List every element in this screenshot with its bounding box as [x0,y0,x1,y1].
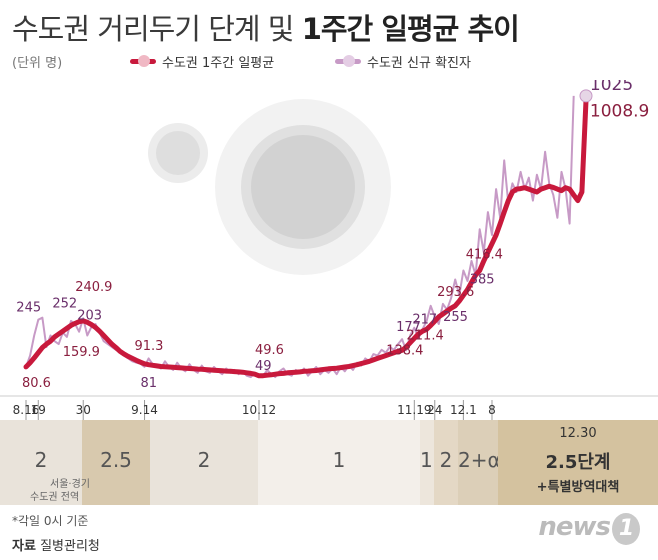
point-label-416_4: 416.4 [466,248,503,263]
stage-note-capital: 수도권 전역 [30,492,80,503]
point-label-1025: 1025 [590,80,633,95]
point-label-217: 217 [412,313,437,328]
point-label-138_4: 138.4 [386,343,423,358]
stage-label: 2 [197,448,211,472]
point-label-49: 49 [255,359,272,374]
unit-label: (단위 명) [12,56,63,71]
title-part1: 수도권 거리두기 단계 및 [12,12,302,46]
stage-label: 2+α [458,448,501,472]
legend-daily: 수도권 신규 확진자 [335,52,471,71]
source-line: 자료 질병관리청 [12,535,100,554]
x-tick-label: 24 [427,403,442,417]
x-tick-label: 12.1 [450,403,477,417]
point-label-159_9: 159.9 [63,345,100,360]
stage-note-seoul: 서울·경기 [50,479,90,490]
x-tick-label: 30 [76,403,91,417]
point-label-255: 255 [443,310,468,325]
stage-label: 2.5단계 [545,452,611,473]
point-label-81: 81 [141,376,158,391]
point-label-80_6: 80.6 [22,376,51,391]
x-tick-label: 19 [31,403,46,417]
point-label-211_4: 211.4 [407,328,444,343]
stage-5: 2 [434,420,458,505]
news1-logo: news 1 [538,512,640,545]
point-label-293_6: 293.6 [437,285,474,300]
legend-avg-swatch [130,55,156,67]
source-value: 질병관리청 [40,539,100,554]
stage-label: 2 [34,448,48,472]
logo-mark: 1 [612,513,640,545]
source-label: 자료 [12,539,36,554]
stage-4: 1.5 [420,420,452,505]
point-label-49_6: 49.6 [255,343,284,358]
point-label-252: 252 [52,297,77,312]
weekly-average-line [23,98,589,379]
point-label-385: 385 [470,273,495,288]
point-label-240_9: 240.9 [75,280,112,295]
stage-label: 1.5 [420,448,452,472]
stage-0: 2 [0,420,82,505]
legend-avg-label: 수도권 1주간 일평균 [162,56,275,71]
point-label-91_3: 91.3 [135,339,164,354]
stage-label: 2.5 [100,448,132,472]
stage-3: 1 [258,420,420,505]
stage-label: 2 [439,448,453,472]
page-title: 수도권 거리두기 단계 및 1주간 일평균 추이 [12,6,520,48]
stage-label: 1 [332,448,346,472]
stage-7: 2.5단계 +특별방역대책 12.30 [498,420,658,505]
stage-date-label: 12.30 [559,426,597,441]
virus-illustration [148,99,391,275]
x-tick-label: 10.12 [242,403,276,417]
legend-daily-swatch [335,55,361,67]
point-label-177: 177 [396,320,421,335]
stage-sublabel: +특별방역대책 [536,480,620,495]
line-chart: 245 252 80.6 159.9 240.9 203 91.3 81 49.649 177 13… [0,80,658,420]
legend-daily-label: 수도권 신규 확진자 [367,56,471,71]
x-tick-label: 9.14 [131,403,158,417]
x-tick-label: 8 [488,403,496,417]
logo-text: news [538,512,611,542]
stage-1: 2.5 [82,420,150,505]
point-label-245: 245 [16,301,41,316]
legend-avg: 수도권 1주간 일평균 [130,52,274,71]
footnote: *각일 0시 기준 [12,514,89,528]
x-tick-label: 8.16 [13,403,40,417]
point-label-1008_9: 1008.9 [590,102,649,122]
stage-2: 2 [150,420,258,505]
title-part2: 1주간 일평균 추이 [301,12,520,46]
stage-6: 2+α [458,420,501,505]
latest-point-marker [579,89,593,103]
point-label-203: 203 [77,309,102,324]
x-tick-label: 11.19 [397,403,431,417]
